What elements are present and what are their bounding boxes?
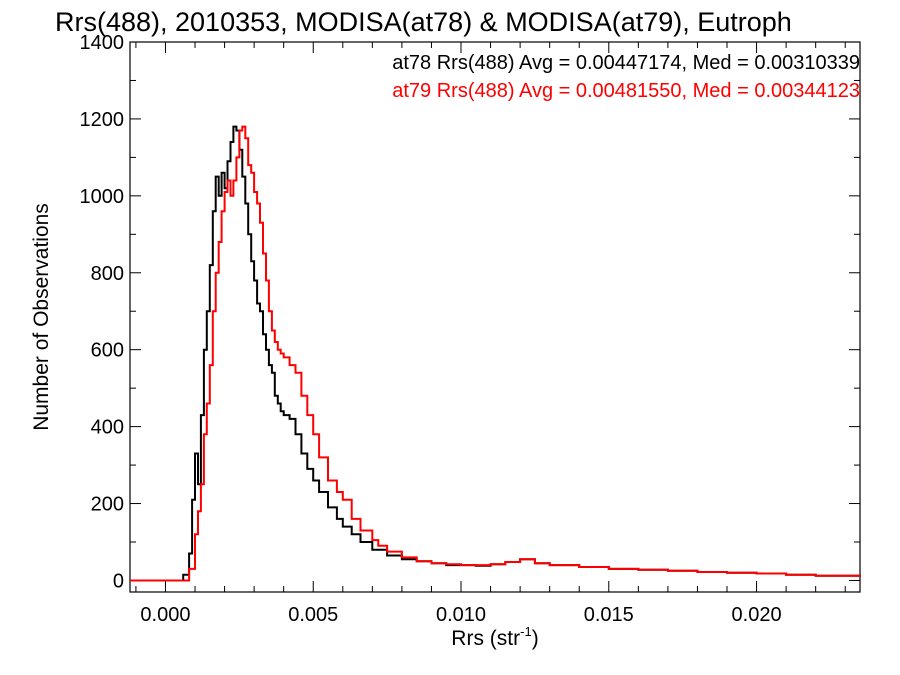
y-tick-label: 800 [91, 263, 124, 285]
y-tick-label: 600 [91, 340, 124, 362]
y-tick-label: 1400 [80, 32, 125, 54]
legend-entry-at79: at79 Rrs(488) Avg = 0.00481550, Med = 0.… [392, 80, 860, 102]
y-tick-label: 1200 [80, 109, 125, 131]
legend-entry-at78: at78 Rrs(488) Avg = 0.00447174, Med = 0.… [392, 52, 860, 74]
y-tick-label: 1000 [80, 186, 125, 208]
x-axis-title-sup: -1 [520, 624, 532, 639]
x-axis: 0.000 0.005 0.010 0.015 0.020 [135, 42, 846, 626]
series-line-at78 [130, 125, 861, 582]
y-tick-label: 0 [113, 570, 124, 592]
x-tick-label: 0.015 [584, 604, 634, 626]
plot-frame [129, 41, 861, 593]
y-tick-label: 400 [91, 417, 124, 439]
y-tick-label: 200 [91, 494, 124, 516]
x-axis-title-close: ) [532, 627, 539, 650]
series-layer [130, 125, 861, 582]
x-axis-title-main: Rrs (str [451, 627, 520, 650]
x-tick-label: 0.000 [140, 604, 190, 626]
x-tick-label: 0.005 [288, 604, 338, 626]
x-tick-label: 0.020 [732, 604, 782, 626]
x-tick-label: 0.010 [436, 604, 486, 626]
y-axis: 0 200 400 600 800 1000 1200 1400 [80, 32, 860, 592]
series-line-at79 [130, 125, 861, 582]
chart-title: Rrs(488), 2010353, MODISA(at78) & MODISA… [55, 7, 792, 37]
x-axis-title: Rrs (str-1) [451, 624, 538, 650]
y-axis-title: Number of Observations [30, 203, 53, 431]
